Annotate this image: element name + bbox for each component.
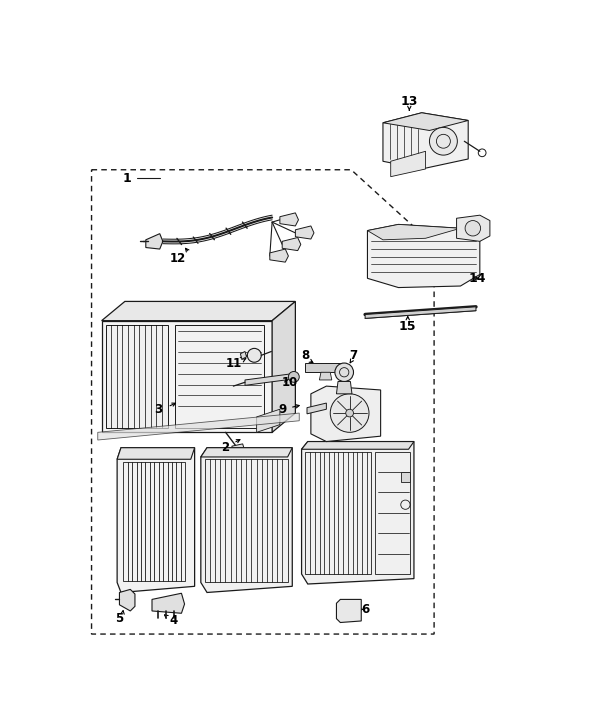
- Polygon shape: [282, 237, 301, 250]
- Text: 7: 7: [349, 349, 358, 362]
- Polygon shape: [201, 448, 292, 457]
- Polygon shape: [368, 224, 461, 240]
- Circle shape: [465, 221, 480, 236]
- Text: 15: 15: [399, 320, 417, 333]
- Text: 4: 4: [170, 614, 178, 628]
- Text: 13: 13: [401, 95, 418, 108]
- Bar: [305, 451, 371, 574]
- Polygon shape: [245, 373, 291, 385]
- Bar: [175, 325, 265, 429]
- Polygon shape: [232, 444, 245, 454]
- Text: 11: 11: [225, 357, 241, 370]
- Text: 3: 3: [154, 403, 162, 416]
- Polygon shape: [337, 599, 361, 622]
- Polygon shape: [337, 381, 352, 394]
- Polygon shape: [240, 352, 247, 359]
- Polygon shape: [146, 234, 163, 249]
- Bar: [305, 363, 346, 372]
- Polygon shape: [457, 215, 490, 242]
- Circle shape: [346, 409, 353, 417]
- Polygon shape: [201, 448, 292, 593]
- Polygon shape: [102, 301, 296, 320]
- Bar: [204, 459, 288, 582]
- Polygon shape: [280, 213, 299, 226]
- Text: 10: 10: [282, 376, 298, 389]
- Polygon shape: [319, 372, 332, 380]
- Text: 6: 6: [361, 603, 370, 616]
- Text: 8: 8: [302, 349, 309, 362]
- Bar: [123, 462, 185, 581]
- Polygon shape: [119, 590, 135, 611]
- Polygon shape: [311, 386, 381, 442]
- Bar: [401, 472, 410, 482]
- Polygon shape: [117, 448, 195, 459]
- Polygon shape: [302, 442, 414, 449]
- Bar: [105, 325, 167, 429]
- Polygon shape: [270, 249, 288, 262]
- Polygon shape: [102, 320, 272, 432]
- Text: 12: 12: [169, 252, 186, 265]
- Text: 14: 14: [468, 272, 486, 285]
- Polygon shape: [368, 224, 480, 288]
- Text: 5: 5: [115, 612, 123, 625]
- Polygon shape: [307, 403, 327, 414]
- Polygon shape: [98, 413, 299, 440]
- Polygon shape: [117, 448, 195, 593]
- Text: 1: 1: [123, 172, 132, 185]
- Bar: [375, 451, 410, 574]
- Polygon shape: [383, 113, 468, 169]
- Polygon shape: [152, 593, 185, 613]
- Polygon shape: [272, 301, 296, 432]
- Circle shape: [330, 394, 369, 432]
- Circle shape: [288, 371, 299, 382]
- Circle shape: [247, 349, 261, 363]
- Polygon shape: [383, 113, 468, 130]
- Polygon shape: [365, 306, 476, 318]
- Text: 9: 9: [278, 403, 286, 416]
- Polygon shape: [296, 226, 314, 239]
- Polygon shape: [257, 409, 280, 432]
- Text: 2: 2: [222, 441, 229, 454]
- Polygon shape: [302, 442, 414, 584]
- Circle shape: [430, 127, 457, 155]
- Circle shape: [335, 363, 353, 381]
- Polygon shape: [391, 151, 426, 177]
